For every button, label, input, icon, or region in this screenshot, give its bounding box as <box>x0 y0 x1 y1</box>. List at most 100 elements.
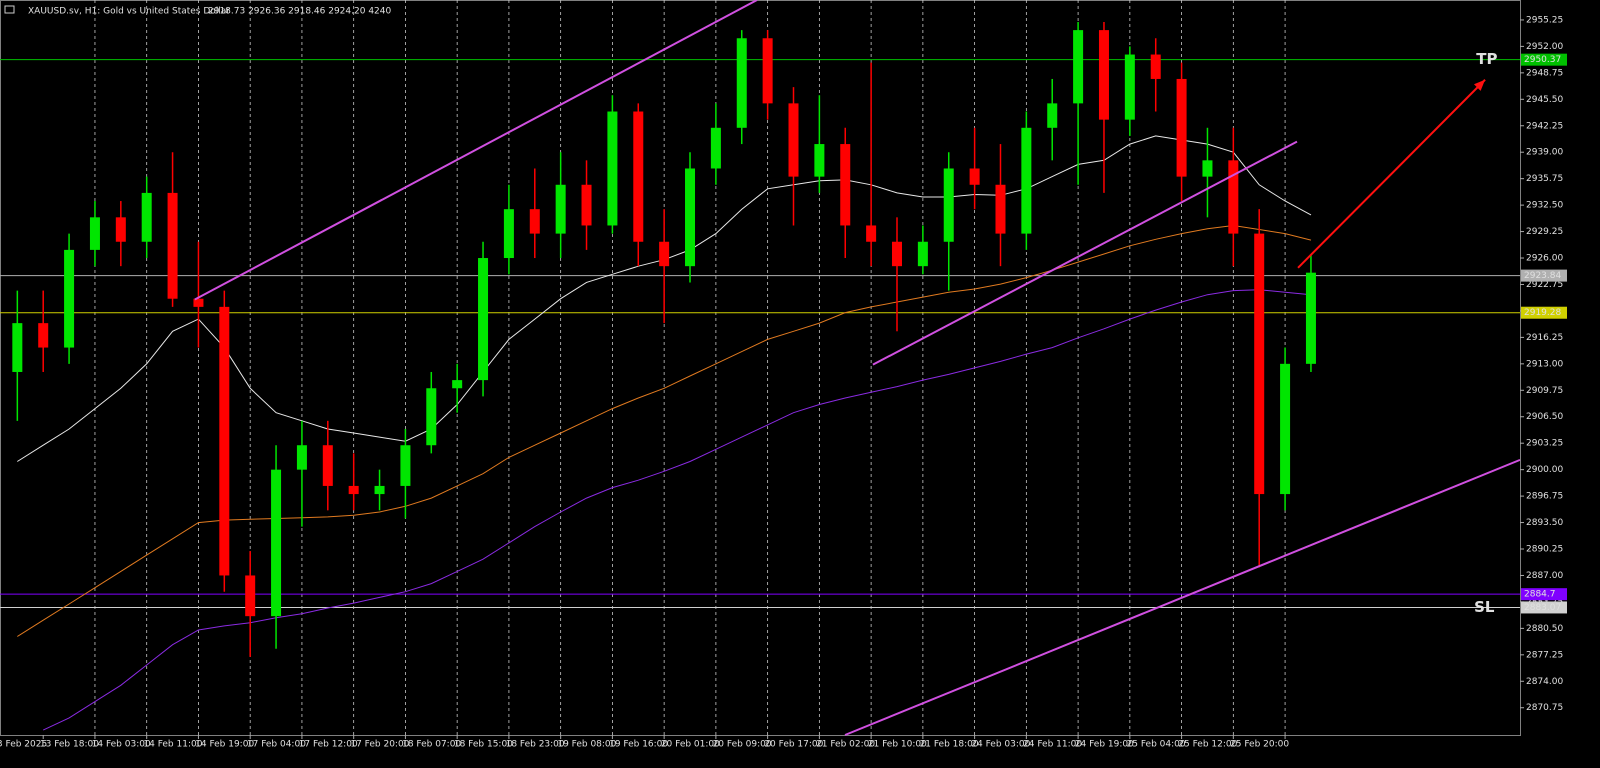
candle-body <box>736 38 747 128</box>
y-tick-label: 2916.25 <box>1526 333 1563 343</box>
candle-body <box>710 127 721 169</box>
x-tick-label: 21 Feb 02:00 <box>816 740 875 750</box>
price-label: 2950.37 <box>1524 55 1561 65</box>
candle-body <box>1073 30 1084 104</box>
y-tick-label: 2955.25 <box>1526 15 1563 25</box>
candle-body <box>969 168 980 185</box>
x-tick-label: 20 Feb 09:00 <box>713 740 772 750</box>
y-tick-label: 2870.75 <box>1526 703 1563 713</box>
candle-body <box>38 323 49 348</box>
candle-body <box>891 241 902 267</box>
x-tick-label: 25 Feb 20:00 <box>1230 740 1289 750</box>
candle-body <box>1021 127 1032 234</box>
y-tick-label: 2939.00 <box>1526 148 1563 158</box>
x-tick-label: 25 Feb 12:00 <box>1178 740 1237 750</box>
candle-body <box>167 192 178 299</box>
candle-body <box>1305 272 1316 364</box>
candle-body <box>426 388 437 446</box>
chart-title: XAUUSD.sv, H1: Gold vs United States Dol… <box>28 7 230 17</box>
x-tick-label: 17 Feb 20:00 <box>350 740 409 750</box>
price-label-box <box>1521 601 1567 614</box>
candle-body <box>503 209 514 259</box>
y-tick-label: 2903.25 <box>1526 439 1563 449</box>
x-tick-label: 14 Feb 03:00 <box>92 740 151 750</box>
y-tick-label: 2935.75 <box>1526 174 1563 184</box>
trend-line <box>844 458 1521 736</box>
candle-body <box>1098 30 1109 120</box>
candle-body <box>245 575 256 617</box>
candle-body <box>193 298 204 307</box>
candle-body <box>762 38 773 104</box>
y-tick-label: 2942.25 <box>1526 121 1563 131</box>
annotation: SL <box>1474 598 1495 616</box>
y-tick-label: 2932.50 <box>1526 201 1563 211</box>
x-tick-label: 19 Feb 08:00 <box>557 740 616 750</box>
candle-body <box>271 469 282 617</box>
price-label-box <box>1521 53 1567 66</box>
candle-body <box>529 209 540 234</box>
price-label: 2923.84 <box>1524 271 1561 281</box>
y-tick-label: 2880.50 <box>1526 624 1563 634</box>
y-tick-label: 2877.25 <box>1526 650 1563 660</box>
x-tick-label: 14 Feb 11:00 <box>143 740 202 750</box>
x-tick-label: 24 Feb 19:00 <box>1075 740 1134 750</box>
y-tick-label: 2896.75 <box>1526 492 1563 502</box>
price-label: 2883.07 <box>1524 603 1561 613</box>
y-tick-label: 2929.25 <box>1526 227 1563 237</box>
candle-body <box>1176 78 1187 177</box>
x-tick-label: 20 Feb 17:00 <box>764 740 823 750</box>
candle-body <box>943 168 954 242</box>
plot-frame <box>0 0 1521 736</box>
candle-body <box>633 111 644 242</box>
candle-body <box>866 225 877 242</box>
symbol-icon <box>4 5 15 14</box>
y-tick-label: 2887.00 <box>1526 571 1563 581</box>
x-tick-label: 14 Feb 19:00 <box>195 740 254 750</box>
arrow <box>1297 79 1486 269</box>
x-tick-label: 17 Feb 04:00 <box>247 740 306 750</box>
y-tick-label: 2926.00 <box>1526 254 1563 264</box>
moving-average <box>42 289 1312 731</box>
candle-body <box>1280 363 1291 495</box>
candle-body <box>555 184 566 234</box>
x-tick-label: 24 Feb 03:00 <box>971 740 1030 750</box>
candle-body <box>89 217 100 250</box>
y-tick-label: 2922.75 <box>1526 280 1563 290</box>
candle-body <box>400 445 411 486</box>
candle-body <box>322 445 333 486</box>
candle-body <box>452 380 463 389</box>
candle-body <box>814 144 825 177</box>
candle-body <box>219 306 230 576</box>
candle-body <box>296 445 307 470</box>
x-tick-label: 19 Feb 16:00 <box>609 740 668 750</box>
candle-body <box>348 485 359 495</box>
moving-average <box>17 224 1312 637</box>
y-tick-label: 2890.25 <box>1526 545 1563 555</box>
candle-body <box>685 168 696 267</box>
candle-body <box>1202 160 1213 177</box>
arrow-head <box>1473 79 1486 91</box>
y-tick-label: 2913.00 <box>1526 359 1563 369</box>
candle-body <box>581 184 592 226</box>
candle-body <box>659 241 670 267</box>
x-tick-label: 21 Feb 18:00 <box>920 740 979 750</box>
y-tick-label: 2906.50 <box>1526 412 1563 422</box>
candle-body <box>840 144 851 226</box>
x-tick-label: 17 Feb 12:00 <box>299 740 358 750</box>
candle-body <box>64 249 75 348</box>
x-tick-label: 21 Feb 10:00 <box>868 740 927 750</box>
y-tick-label: 2945.50 <box>1526 95 1563 105</box>
candle-body <box>115 217 126 242</box>
candle-body <box>1254 233 1265 495</box>
trend-line <box>194 0 758 301</box>
candle-body <box>995 184 1006 234</box>
x-tick-label: 13 Feb 2025 <box>0 740 47 750</box>
candle-body <box>788 103 799 177</box>
candle-body <box>917 241 928 267</box>
x-tick-label: 18 Feb 07:00 <box>402 740 461 750</box>
candle-body <box>1047 103 1058 128</box>
candle-body <box>1124 54 1135 120</box>
x-tick-label: 18 Feb 23:00 <box>506 740 565 750</box>
y-tick-label: 2948.75 <box>1526 68 1563 78</box>
y-tick-label: 2909.75 <box>1526 386 1563 396</box>
